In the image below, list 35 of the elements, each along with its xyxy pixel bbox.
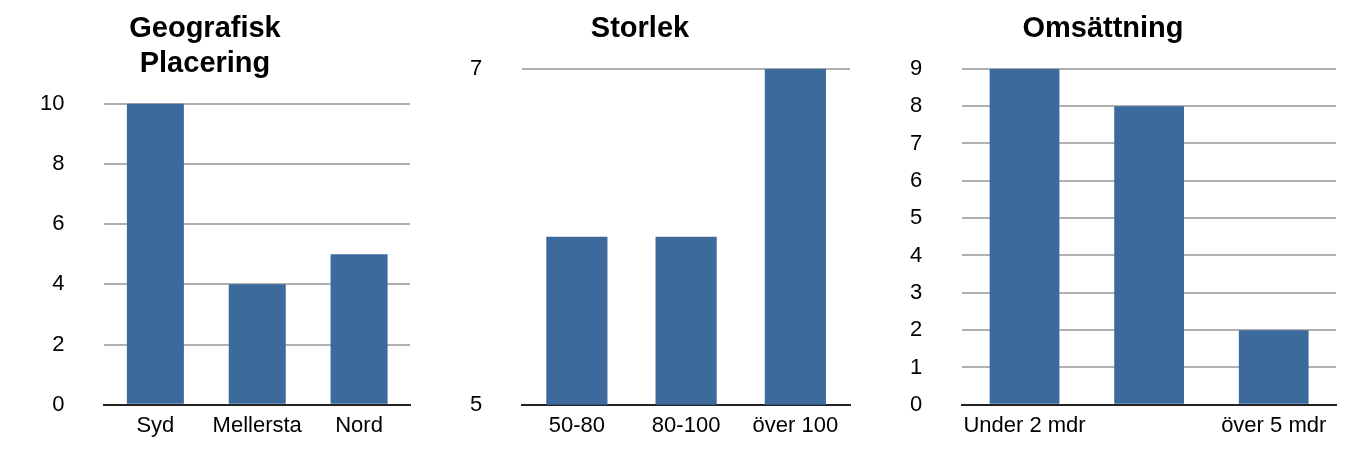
y-tick-label: 7 — [909, 129, 923, 155]
x-tick-label: Nord — [335, 412, 383, 438]
y-tick-label: 6 — [52, 210, 65, 236]
x-tick-label: Syd — [136, 412, 175, 438]
x-tick-label: Mellersta — [212, 412, 303, 438]
y-tick-label: 8 — [52, 149, 65, 175]
y-tick-label: 10 — [39, 89, 65, 115]
y-tick-label: 8 — [909, 92, 923, 118]
y-tick-label: 4 — [909, 241, 923, 267]
chart-title: Geografisk Placering — [129, 11, 282, 79]
chart-title: Storlek — [590, 11, 691, 44]
x-tick-label: över 100 — [752, 412, 839, 438]
y-tick-label: 0 — [909, 390, 923, 416]
y-tick-label: 9 — [909, 54, 923, 80]
x-tick-label: Under 2 mdr — [963, 412, 1086, 438]
bar — [1114, 106, 1184, 404]
y-tick-label: 2 — [909, 316, 923, 342]
y-tick-label: 6 — [909, 166, 923, 192]
x-tick-label: 80-100 — [651, 412, 721, 438]
y-tick-label: 4 — [52, 270, 65, 296]
y-tick-label: 5 — [469, 390, 483, 416]
bar — [989, 68, 1060, 404]
y-tick-label: 2 — [52, 330, 65, 356]
y-tick-label: 7 — [469, 54, 483, 80]
bar — [330, 254, 388, 404]
bar — [228, 284, 286, 404]
y-tick-label: 1 — [909, 353, 923, 379]
y-tick-label: 0 — [52, 390, 65, 416]
x-tick-label: över 5 mdr — [1221, 412, 1327, 438]
chart-title: Omsättning — [1022, 11, 1184, 44]
bar — [126, 103, 184, 404]
y-tick-label: 5 — [909, 204, 923, 230]
y-tick-label: 3 — [909, 278, 923, 304]
x-tick-label: 50-80 — [548, 412, 605, 438]
bar — [1238, 330, 1309, 404]
